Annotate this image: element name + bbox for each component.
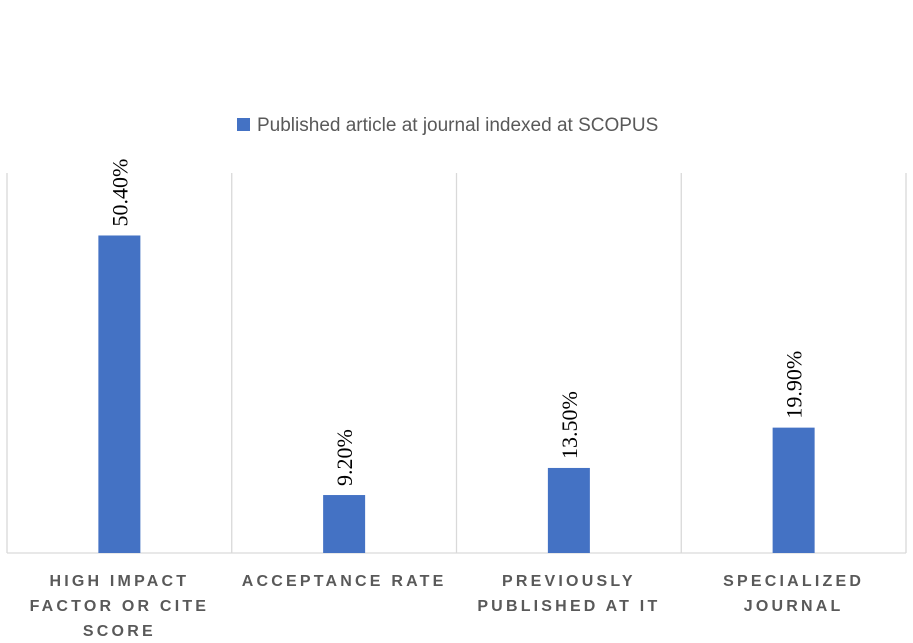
legend-label: Published article at journal indexed at … <box>257 115 658 136</box>
data-label: 9.20% <box>332 429 357 486</box>
data-label: 50.40% <box>107 159 132 227</box>
category-label: PREVIOUSLY <box>502 573 636 590</box>
category-label: FACTOR OR CITE <box>30 598 210 615</box>
category-labels: HIGH IMPACT FACTOR OR CITE SCORE ACCEPTANCE… <box>30 573 864 640</box>
category-label: SPECIALIZED <box>723 573 864 590</box>
category-label: HIGH IMPACT <box>49 573 189 590</box>
bars <box>98 235 815 554</box>
bar <box>323 495 366 553</box>
legend: Published article at journal indexed at … <box>237 115 658 136</box>
bar <box>98 235 141 554</box>
data-label: 19.90% <box>782 351 807 419</box>
data-labels: 50.40% 9.20% 13.50% 19.90% <box>107 159 806 486</box>
bar <box>547 467 590 553</box>
category-label: PUBLISHED AT IT <box>477 598 660 615</box>
bar <box>772 427 815 553</box>
data-label: 13.50% <box>557 391 582 459</box>
category-label: SCORE <box>83 623 156 640</box>
category-label: ACCEPTANCE RATE <box>242 573 447 590</box>
legend-swatch <box>237 118 250 131</box>
category-label: JOURNAL <box>744 598 844 615</box>
category-separators <box>6 173 907 553</box>
